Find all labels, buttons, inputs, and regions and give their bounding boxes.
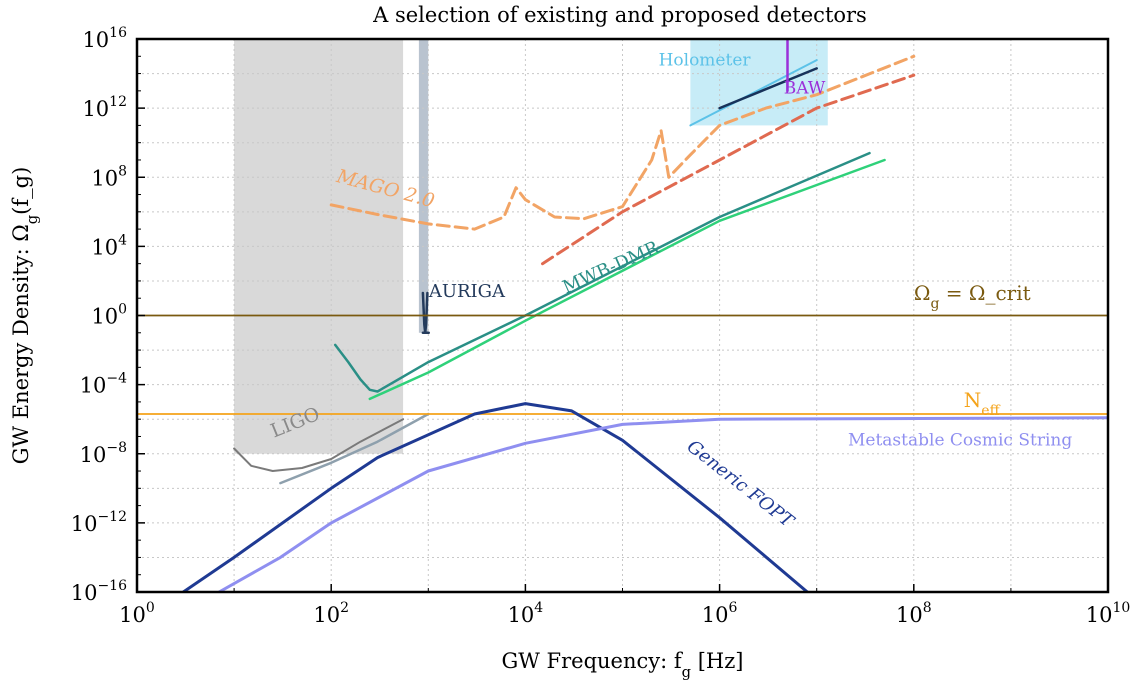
x-axis-ticks: 100 102 104 106 108 1010 <box>119 584 1130 627</box>
series-generic-fopt <box>181 402 809 592</box>
series-mago-red <box>541 73 916 266</box>
x-tick-label-5: 1010 <box>1086 600 1131 627</box>
label-omega-crit: Ωg = Ω_crit <box>914 281 1031 312</box>
label-holometer: Holometer <box>659 50 752 70</box>
y-tick-label-2: 10−8 <box>80 440 127 467</box>
x-tick-label-0: 100 <box>119 600 155 627</box>
label-mwb-dmr: MWB-DMR <box>560 237 663 298</box>
series-metastable-cs <box>217 416 1108 592</box>
series-holometer-edge <box>689 59 818 127</box>
y-axis-ticks: 10−16 10−12 10−8 10−4 100 104 108 1012 1016 <box>71 25 145 605</box>
x-tick-label-1: 102 <box>313 600 349 627</box>
series-mago <box>329 54 916 231</box>
y-tick-label-7: 1012 <box>82 94 127 121</box>
series-mwb-dmr-green <box>368 158 886 401</box>
y-tick-label-5: 104 <box>91 232 127 259</box>
label-baw: BAW <box>784 79 826 99</box>
series-ligo <box>233 418 405 472</box>
x-tick-label-3: 106 <box>702 600 738 627</box>
y-tick-label-8: 1016 <box>82 25 127 52</box>
band-1 <box>418 39 429 333</box>
y-axis-label: GW Energy Density: Ωg(f_g) <box>9 167 41 465</box>
x-axis-label: GW Frequency: fg [Hz] <box>502 649 744 681</box>
x-tick-label-2: 104 <box>508 600 544 627</box>
series <box>137 39 1108 592</box>
label-generic-fopt: Generic FOPT <box>683 436 799 533</box>
series-ligo2 <box>279 412 430 485</box>
y-tick-label-6: 108 <box>91 163 127 190</box>
y-tick-label-1: 10−12 <box>71 509 127 536</box>
y-tick-label-4: 100 <box>91 302 127 329</box>
series-holometer-line <box>718 67 818 110</box>
series-mwb-dmr-teal <box>333 151 871 393</box>
label-auriga: AURIGA <box>428 281 506 302</box>
y-tick-label-0: 10−16 <box>71 578 127 605</box>
chart-title: A selection of existing and proposed det… <box>372 3 867 27</box>
label-metastable-cs: Metastable Cosmic String <box>848 431 1072 451</box>
x-tick-label-4: 108 <box>896 600 932 627</box>
y-tick-label-3: 10−4 <box>80 371 127 398</box>
